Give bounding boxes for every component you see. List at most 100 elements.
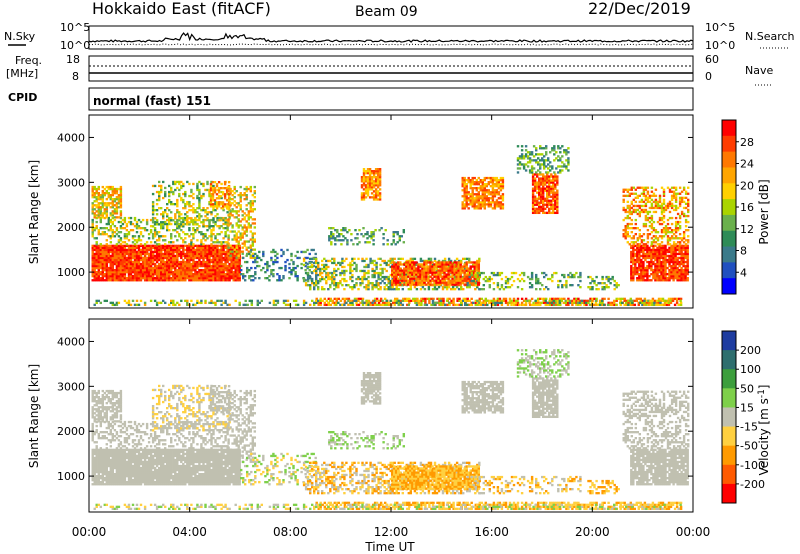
power-cell	[441, 275, 444, 278]
power-cell	[113, 231, 117, 234]
power-cell	[477, 183, 481, 186]
power-cell	[135, 250, 139, 254]
power-cell	[234, 269, 237, 272]
power-cell	[498, 271, 502, 275]
power-cell	[518, 157, 522, 160]
power-cell	[123, 271, 127, 274]
power-cell	[168, 218, 171, 222]
power-cell	[214, 258, 217, 262]
power-cell	[363, 271, 366, 275]
power-cell	[190, 241, 193, 244]
power-cell	[127, 258, 131, 262]
power-cell	[524, 145, 528, 148]
power-cell	[186, 248, 189, 252]
power-cell	[540, 177, 543, 180]
power-cell	[155, 254, 159, 258]
power-cell	[465, 189, 468, 192]
power-cell	[459, 271, 462, 274]
power-cell	[123, 241, 127, 244]
power-cell	[425, 275, 428, 278]
power-cell	[256, 254, 259, 258]
power-cell	[371, 286, 374, 289]
power-cell	[160, 275, 163, 278]
power-cell	[357, 288, 360, 291]
power-cell	[206, 264, 209, 268]
power-cell	[135, 275, 139, 278]
power-cell	[425, 265, 429, 269]
power-cell	[155, 213, 159, 216]
power-cell	[236, 248, 239, 252]
power-cell	[121, 260, 125, 264]
power-cell	[208, 271, 211, 274]
power-cell	[490, 301, 494, 305]
power-cell	[369, 261, 372, 265]
power-cell	[141, 273, 145, 276]
power-cell	[111, 214, 115, 217]
power-cell	[174, 188, 177, 192]
power-cell	[237, 224, 240, 227]
power-cell	[487, 181, 491, 184]
power-cell	[220, 203, 223, 206]
power-cell	[413, 283, 416, 286]
power-cell	[160, 207, 163, 210]
power-cell	[188, 194, 191, 198]
power-cell	[491, 195, 495, 198]
power-cell	[392, 241, 395, 244]
power-cell	[474, 284, 478, 287]
power-cell	[364, 192, 368, 195]
power-cell	[455, 277, 458, 280]
power-cell	[417, 265, 420, 268]
power-cell	[372, 196, 376, 199]
power-cell	[186, 250, 189, 254]
power-cell	[331, 261, 334, 265]
power-cell	[221, 201, 225, 204]
power-cell	[385, 263, 388, 267]
power-cell	[243, 187, 246, 191]
power-cell	[178, 269, 181, 272]
power-cell	[137, 271, 141, 274]
power-cell	[149, 260, 153, 264]
power-cell	[477, 176, 481, 180]
power-cell	[499, 187, 503, 190]
power-cell	[170, 203, 173, 206]
power-cell	[493, 185, 497, 188]
power-cell	[137, 218, 141, 222]
power-cell	[97, 264, 101, 268]
power-cell	[405, 283, 408, 286]
power-cell	[625, 299, 629, 303]
power-cell	[264, 262, 267, 266]
power-cell	[496, 297, 500, 301]
power-cell	[176, 264, 179, 268]
power-cell	[170, 258, 173, 262]
power-cell	[155, 239, 159, 242]
power-cell	[210, 218, 213, 222]
power-cell	[105, 256, 109, 260]
power-cell	[153, 264, 157, 268]
power-cell	[370, 186, 374, 189]
power-cell	[243, 242, 246, 245]
power-cell	[395, 269, 398, 272]
power-cell	[176, 273, 179, 276]
power-cell	[153, 209, 157, 212]
power-cell	[463, 275, 466, 278]
power-cell	[508, 286, 512, 289]
power-cell	[107, 254, 111, 258]
power-cell	[391, 259, 394, 263]
power-cell	[123, 262, 127, 266]
power-cell	[137, 235, 141, 238]
power-cell	[528, 153, 532, 156]
power-cell	[563, 151, 566, 154]
power-cell	[184, 244, 187, 248]
power-cell	[115, 208, 119, 211]
power-cell	[408, 297, 411, 301]
power-cell	[235, 190, 238, 193]
power-cell	[170, 219, 173, 222]
power-cell	[223, 197, 227, 200]
power-cell	[381, 279, 384, 283]
power-cell	[123, 252, 127, 256]
power-cell	[474, 282, 478, 285]
power-cell	[417, 269, 420, 272]
power-cell	[220, 277, 223, 280]
power-cell	[239, 234, 242, 237]
power-cell	[353, 284, 356, 287]
